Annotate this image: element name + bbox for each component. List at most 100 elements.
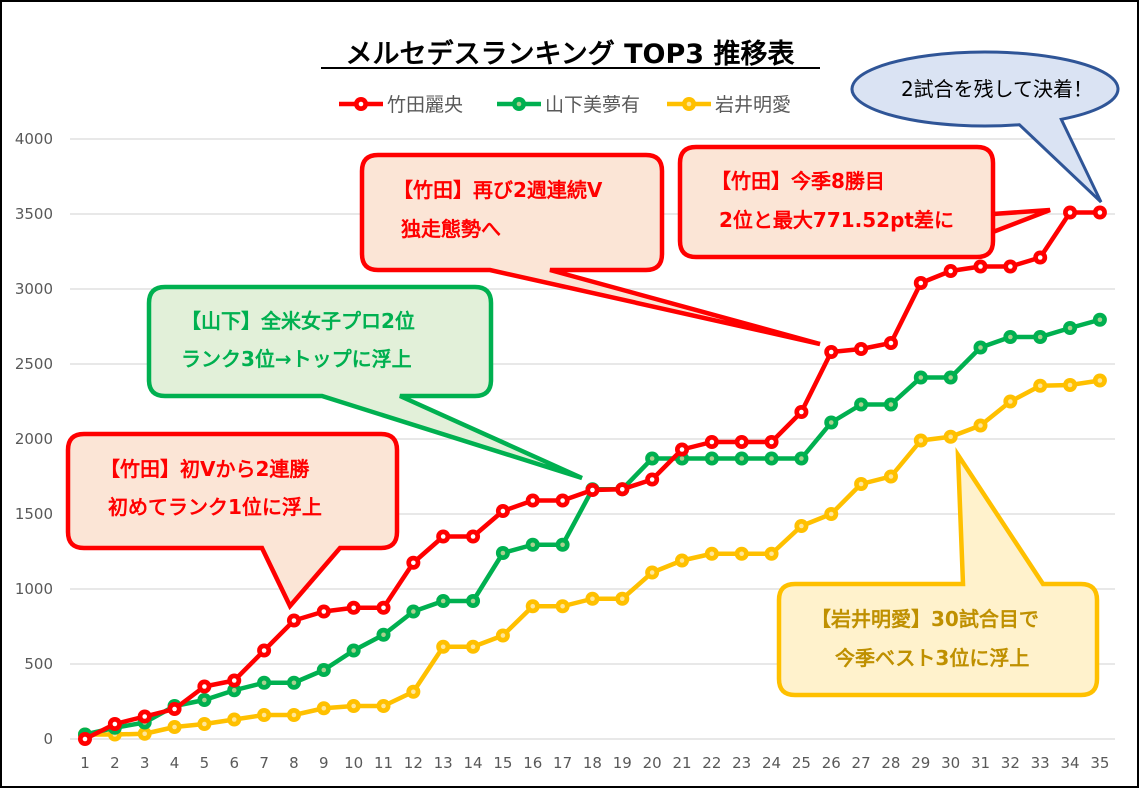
data-point-center — [769, 551, 774, 557]
data-point-center — [739, 456, 744, 461]
data-point-center — [231, 717, 237, 722]
data-point-center — [978, 345, 983, 350]
data-point-center — [440, 644, 446, 650]
data-point-center — [1097, 317, 1103, 323]
data-point-center — [828, 511, 834, 517]
data-point-center — [828, 420, 834, 425]
y-tick-label: 4000 — [15, 130, 53, 148]
data-point-center — [888, 474, 894, 479]
callout-text: 初めてランク1位に浮上 — [108, 495, 322, 519]
data-point-center — [261, 648, 267, 653]
data-point-center — [679, 456, 685, 461]
x-tick-label: 18 — [583, 754, 602, 772]
callout-text: 今季ベスト3位に浮上 — [835, 646, 1029, 670]
data-point-center — [112, 721, 118, 727]
x-tick-label: 20 — [643, 754, 662, 772]
x-tick-label: 14 — [464, 754, 483, 772]
x-tick-label: 3 — [140, 754, 150, 772]
legend-label: 岩井明愛 — [715, 94, 791, 116]
data-point-center — [411, 689, 416, 695]
data-point-center — [799, 409, 804, 415]
data-point-center — [351, 648, 356, 653]
data-point-center — [978, 423, 983, 428]
data-point-center — [1037, 334, 1043, 340]
data-point-center — [828, 349, 834, 355]
data-point-center — [142, 714, 147, 719]
data-point-center — [649, 477, 655, 482]
y-tick-label: 2000 — [15, 430, 53, 448]
x-tick-label: 17 — [553, 754, 572, 772]
x-tick-label: 6 — [229, 754, 239, 772]
data-point-center — [799, 523, 804, 529]
data-point-center — [649, 570, 655, 575]
x-tick-label: 22 — [702, 754, 721, 772]
x-tick-label: 8 — [289, 754, 299, 772]
legend-item-1: 山下美夢有 — [497, 94, 640, 116]
data-point-center — [560, 603, 565, 609]
data-point-center — [739, 551, 744, 557]
series-2 — [78, 373, 1107, 742]
data-point-center — [1008, 334, 1013, 340]
data-point-center — [172, 706, 177, 712]
data-point-center — [620, 486, 625, 492]
y-tick-label: 500 — [24, 655, 53, 673]
data-point-center — [261, 712, 267, 718]
annotation-takeda-consecutive: 【竹田】再び2週連続V 独走態勢へ — [359, 152, 821, 347]
data-point-center — [649, 456, 655, 461]
x-tick-label: 19 — [613, 754, 632, 772]
callout-text: ランク3位→トップに浮上 — [181, 347, 412, 371]
data-point-center — [530, 542, 536, 548]
legend-item-2: 岩井明愛 — [667, 94, 791, 116]
y-tick-label: 2500 — [15, 355, 53, 373]
data-point-center — [918, 438, 924, 443]
data-point-center — [142, 731, 147, 737]
data-point-center — [440, 598, 446, 604]
data-point-center — [679, 447, 685, 452]
callout-text: 【竹田】今季8勝目 — [711, 169, 885, 193]
legend-label: 山下美夢有 — [545, 94, 640, 116]
data-point-center — [858, 346, 864, 352]
legend-label: 竹田麗央 — [387, 94, 463, 116]
callout-shape — [850, 50, 1120, 204]
callout-shape — [677, 144, 1051, 260]
x-tick-label: 4 — [170, 754, 180, 772]
data-point-center — [291, 712, 297, 718]
x-tick-label: 30 — [941, 754, 960, 772]
x-tick-label: 35 — [1090, 754, 1109, 772]
annotation-decided: 2試合を残して決着！ — [850, 50, 1120, 204]
callout-shape — [146, 284, 583, 481]
y-tick-label: 3500 — [15, 205, 53, 223]
data-point-center — [799, 456, 804, 461]
data-point-center — [858, 481, 864, 487]
callout-text: 【竹田】再び2週連続V — [393, 178, 603, 202]
data-point-center — [1037, 255, 1043, 260]
series-0 — [78, 205, 1107, 746]
data-point-center — [500, 633, 506, 638]
callout-shape — [65, 431, 400, 611]
x-tick-label: 5 — [200, 754, 210, 772]
chart-title: メルセデスランキング TOP3 推移表 — [346, 38, 795, 70]
legend-marker-center — [358, 101, 364, 107]
data-point-center — [470, 598, 476, 604]
x-tick-label: 33 — [1031, 754, 1050, 772]
data-point-center — [769, 456, 774, 461]
data-point-center — [291, 680, 297, 686]
legend-marker-center — [686, 101, 692, 107]
data-point-center — [351, 605, 356, 611]
callout-text: 2位と最大771.52pt差に — [719, 208, 954, 232]
x-tick-label: 16 — [523, 754, 542, 772]
data-point-center — [202, 721, 207, 727]
data-point-center — [1067, 382, 1073, 388]
data-point-center — [231, 678, 237, 683]
data-point-center — [948, 375, 953, 380]
data-point-center — [590, 596, 595, 602]
x-tick-label: 11 — [374, 754, 393, 772]
x-axis-ticks: 1 2 3 4 5 6 7 8 9 10 11 12 13 14 15 16 17 18 19 20 21 22 23 24 2… — [80, 754, 1109, 772]
data-point-center — [1037, 383, 1043, 389]
data-point-center — [978, 264, 983, 269]
data-point-center — [739, 439, 744, 445]
data-point-center — [411, 560, 416, 566]
callout-shape — [776, 447, 1100, 698]
